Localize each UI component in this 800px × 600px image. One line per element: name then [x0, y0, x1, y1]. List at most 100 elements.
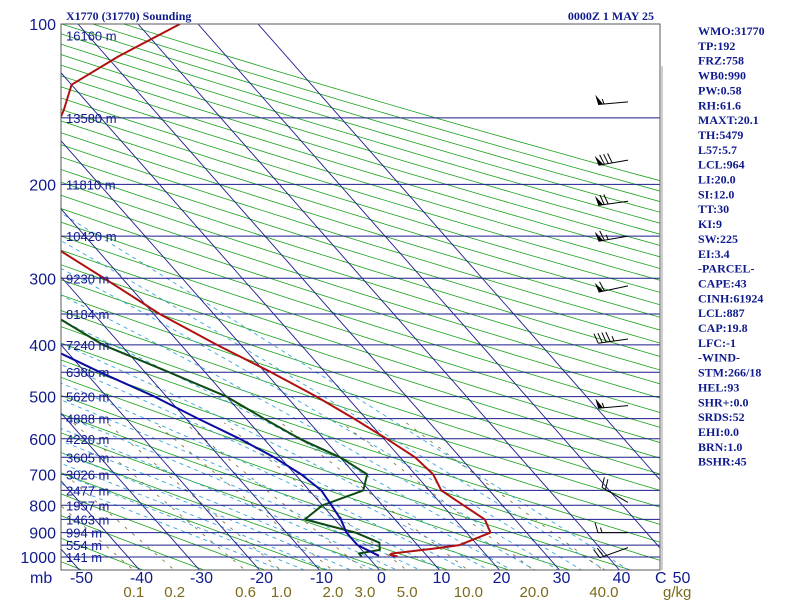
height-label: 10420 m [66, 229, 117, 244]
index-entry: LCL:887 [698, 306, 745, 320]
temperature-tick-label: 50 [673, 570, 691, 587]
moist-adiabat [61, 320, 536, 570]
temperature-tick-label: -20 [250, 570, 273, 587]
dry-adiabat [61, 86, 660, 269]
index-entry: FRZ:758 [698, 54, 744, 68]
dry-adiabat [61, 97, 660, 281]
index-entry: SRDS:52 [698, 410, 745, 424]
temperature-tick-label: 30 [553, 570, 571, 587]
dry-adiabat [61, 108, 660, 293]
dry-adiabat [61, 194, 660, 385]
dry-adiabat [61, 181, 660, 371]
temperature-tick-label: 10 [433, 570, 451, 587]
isotherm [61, 140, 440, 570]
x-axis-prefix: mb [30, 570, 52, 587]
mixing-ratio-line [61, 505, 132, 569]
moist-adiabat [61, 240, 606, 570]
stability-indices: WMO:31770TP:192FRZ:758WB0:990PW:0.58RH:6… [698, 24, 765, 469]
isotherm [197, 24, 660, 549]
moist-adiabat [61, 452, 353, 570]
wind-barb [601, 477, 629, 503]
height-label: 554 m [66, 538, 102, 553]
moist-adiabat [61, 212, 630, 570]
height-label: 7240 m [66, 338, 109, 353]
mixing-ratio-label: 3.0 [354, 584, 375, 600]
plot-area [61, 24, 660, 570]
height-label: 9230 m [66, 271, 109, 286]
height-label: 6386 m [66, 365, 109, 380]
index-entry: RH:61.6 [698, 98, 741, 112]
index-entry: LI:20.0 [698, 173, 736, 187]
index-entry: KI:9 [698, 217, 722, 231]
dry-adiabat [61, 294, 660, 491]
pressure-tick-label: 300 [29, 271, 56, 288]
dry-adiabat [61, 64, 660, 246]
index-entry: MAXT:20.1 [698, 113, 759, 127]
dry-adiabat [61, 452, 388, 570]
pressure-tick-label: 1000 [20, 550, 56, 567]
height-label: 13580 m [66, 111, 117, 126]
pressure-tick-label: 900 [29, 526, 56, 543]
mixing-ratio-label: 0.2 [164, 584, 185, 600]
index-entry: WB0:990 [698, 69, 746, 83]
temperature-tick-label: -10 [310, 570, 333, 587]
x-axis-unit: C [655, 570, 667, 587]
dry-adiabat [61, 221, 660, 413]
wind-barb [594, 281, 629, 293]
index-entry: WMO:31770 [698, 24, 765, 38]
mixing-ratio-label: 1.0 [271, 584, 292, 600]
isotherm [61, 208, 380, 570]
height-label: 4220 m [66, 432, 109, 447]
isotherm [257, 24, 660, 481]
wind-barb [594, 194, 629, 206]
index-entry: LCL:964 [698, 158, 745, 172]
moist-adiabat [61, 399, 444, 570]
wind-barb [593, 547, 629, 559]
dry-adiabat [61, 432, 449, 570]
isotherm [0, 24, 20, 570]
wind-barbs [593, 66, 663, 570]
index-entry: SI:12.0 [698, 187, 734, 201]
mixing-ratio-line [341, 422, 532, 569]
dry-adiabat [61, 493, 266, 570]
height-label: 1463 m [66, 512, 109, 527]
height-label: 8184 m [66, 307, 109, 322]
temperature-tick-label: 40 [613, 570, 631, 587]
index-entry: BRN:1.0 [698, 440, 742, 454]
grid-lines [0, 24, 660, 570]
index-entry: SW:225 [698, 232, 738, 246]
pressure-tick-label: 400 [29, 338, 56, 355]
index-entry: -WIND- [698, 351, 740, 365]
height-label: 994 m [66, 526, 102, 541]
wind-barb [594, 230, 629, 242]
mixing-ratio-label: 2.0 [322, 584, 343, 600]
height-label: 3605 m [66, 450, 109, 465]
mixing-ratio-line [223, 422, 405, 569]
dry-adiabat [61, 279, 660, 475]
temperature-tick-label: -30 [190, 570, 213, 587]
moist-adiabat [61, 294, 560, 570]
chart-title: X1770 (31770) Sounding [66, 9, 191, 23]
dry-adiabat [61, 144, 660, 331]
mixing-ratio-unit: g/kg [663, 584, 691, 600]
isotherm [137, 24, 620, 570]
moist-adiabat [61, 343, 513, 570]
height-label: 3026 m [66, 467, 109, 482]
dry-adiabat [61, 208, 660, 399]
dry-adiabat [61, 342, 660, 543]
pressure-tick-label: 100 [29, 17, 56, 34]
index-entry: STM:266/18 [698, 366, 761, 380]
profile-line-0 [61, 24, 492, 558]
height-label: 141 m [66, 550, 102, 565]
mixing-ratio-label: 40.0 [589, 584, 618, 600]
index-entry: CAPE:43 [698, 276, 747, 290]
index-entry: SHR+:0.0 [698, 395, 749, 409]
height-label: 11810 m [66, 177, 116, 192]
moist-adiabat [61, 414, 421, 570]
mixing-ratio-label: 0.6 [235, 584, 256, 600]
mixing-ratio-label: 5.0 [397, 584, 418, 600]
index-entry: TH:5479 [698, 128, 743, 142]
index-entry: TT:30 [698, 202, 729, 216]
